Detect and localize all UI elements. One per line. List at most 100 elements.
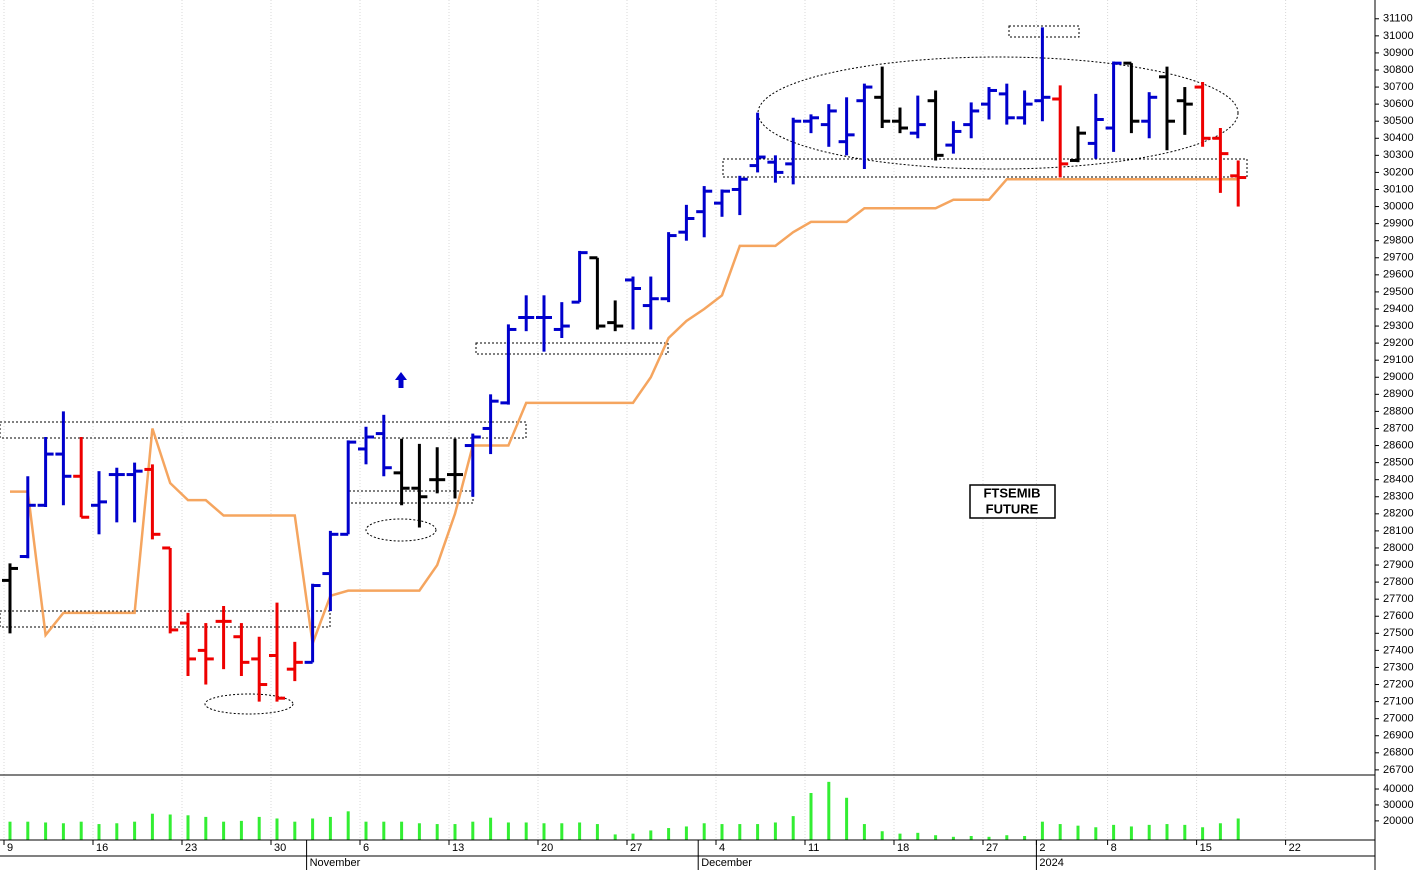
- volume-bar: [649, 830, 653, 840]
- y-tick-label: 28700: [1383, 422, 1414, 434]
- volume-bar: [382, 821, 386, 840]
- volume-bar: [79, 821, 83, 840]
- y-tick-label: 27500: [1383, 627, 1414, 639]
- volume-tick-label: 30000: [1383, 799, 1414, 811]
- range-box: [722, 158, 1248, 178]
- x-tick-label: 27: [630, 842, 642, 854]
- month-label: November: [310, 857, 361, 869]
- volume-bar: [346, 811, 350, 840]
- volume-bar: [133, 821, 137, 840]
- y-tick-label: 27000: [1383, 713, 1414, 725]
- y-tick-label: 29500: [1383, 286, 1414, 298]
- volume-bar: [702, 823, 706, 840]
- y-tick-label: 30300: [1383, 149, 1414, 161]
- y-tick-label: 28800: [1383, 405, 1414, 417]
- volume-bar: [471, 821, 475, 840]
- volume-bar: [987, 836, 991, 840]
- y-tick-label: 29600: [1383, 269, 1414, 281]
- y-tick-label: 27900: [1383, 559, 1414, 571]
- volume-bar: [1236, 818, 1240, 840]
- volume-bar: [204, 816, 208, 840]
- up-arrow: [395, 372, 407, 388]
- x-tick-label: 13: [452, 842, 464, 854]
- y-tick-label: 29800: [1383, 235, 1414, 247]
- volume-bar: [168, 814, 172, 840]
- volume-bar: [275, 818, 279, 840]
- volume-bar: [1129, 826, 1133, 840]
- y-tick-label: 27200: [1383, 678, 1414, 690]
- y-tick-label: 30400: [1383, 132, 1414, 144]
- volume-bar: [560, 823, 564, 840]
- y-tick-label: 26900: [1383, 730, 1414, 742]
- volume-bar: [1218, 823, 1222, 840]
- y-tick-label: 27400: [1383, 644, 1414, 656]
- low-ellipse: [204, 693, 294, 715]
- x-tick-label: 11: [808, 842, 819, 854]
- x-tick-label: 20: [541, 842, 553, 854]
- volume-bar: [809, 793, 813, 840]
- volume-bar: [328, 816, 332, 840]
- y-tick-label: 30000: [1383, 200, 1414, 212]
- y-tick-label: 28300: [1383, 491, 1414, 503]
- range-box: [0, 421, 527, 439]
- y-tick-label: 26800: [1383, 747, 1414, 759]
- y-tick-label: 30900: [1383, 47, 1414, 59]
- volume-bar: [1094, 827, 1098, 840]
- y-tick-label: 26700: [1383, 764, 1414, 776]
- volume-bar: [738, 824, 742, 840]
- volume-bar: [1147, 824, 1151, 840]
- x-tick-label: 15: [1200, 842, 1212, 854]
- range-box: [0, 610, 331, 628]
- volume-bar: [97, 824, 101, 840]
- x-tick-label: 16: [96, 842, 108, 854]
- x-tick-label: 9: [7, 842, 13, 854]
- y-tick-label: 30700: [1383, 81, 1414, 93]
- y-tick-label: 27800: [1383, 576, 1414, 588]
- volume-bar: [26, 821, 30, 840]
- range-box: [1008, 25, 1080, 38]
- volume-bar: [524, 822, 528, 840]
- y-tick-label: 30200: [1383, 166, 1414, 178]
- volume-bar: [969, 836, 973, 840]
- volume-bar: [44, 822, 48, 840]
- volume-bar: [916, 832, 920, 840]
- grid: [3, 0, 1287, 840]
- volume-bar: [667, 828, 671, 840]
- y-tick-label: 28200: [1383, 508, 1414, 520]
- range-box: [475, 342, 669, 355]
- x-tick-label: 2: [1039, 842, 1045, 854]
- month-label: 2024: [1039, 857, 1063, 869]
- y-tick-label: 28000: [1383, 542, 1414, 554]
- x-tick-label: 22: [1289, 842, 1301, 854]
- y-tick-label: 28100: [1383, 525, 1414, 537]
- volume-bar: [257, 816, 261, 840]
- volume-bar: [880, 831, 884, 840]
- reference-line: [10, 177, 1239, 644]
- volume-bar: [435, 824, 439, 840]
- volume-bar: [773, 822, 777, 840]
- x-tick-label: 27: [986, 842, 998, 854]
- volume-bar: [898, 833, 902, 840]
- y-tick-label: 29200: [1383, 337, 1414, 349]
- x-tick-label: 30: [274, 842, 286, 854]
- y-tick-label: 31000: [1383, 30, 1414, 42]
- y-tick-label: 27100: [1383, 696, 1414, 708]
- label-text: FTSEMIB: [983, 485, 1040, 500]
- volume-bar: [791, 816, 795, 840]
- y-tick-label: 29000: [1383, 371, 1414, 383]
- volume-bar: [8, 821, 12, 840]
- volume-bar: [1005, 835, 1009, 840]
- volume-bar: [631, 833, 635, 840]
- month-label: December: [701, 857, 752, 869]
- volume-bar: [61, 823, 65, 840]
- volume-bar: [720, 824, 724, 840]
- y-tick-label: 30500: [1383, 115, 1414, 127]
- volume-bar: [1165, 824, 1169, 840]
- y-tick-label: 28600: [1383, 439, 1414, 451]
- volume-tick-label: 20000: [1383, 815, 1414, 827]
- volume-bar: [1058, 824, 1062, 840]
- y-tick-label: 29100: [1383, 354, 1414, 366]
